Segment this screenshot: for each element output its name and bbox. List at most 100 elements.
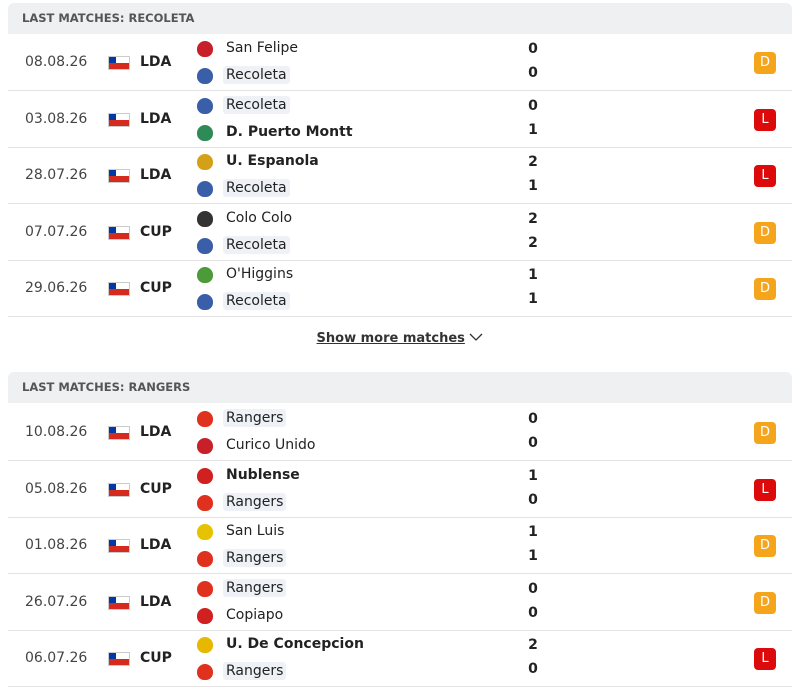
competition: CUP — [140, 223, 172, 240]
match-row[interactable]: 06.07.26 CUP U. De Concepcion 2 Rangers 0 L — [8, 631, 792, 688]
team-name: Rangers — [223, 409, 287, 427]
team-logo — [197, 580, 213, 597]
match-row[interactable]: 03.08.26 LDA Recoleta 0 D. Puerto Montt 1 L — [8, 92, 792, 148]
team-logo — [197, 181, 213, 198]
show-more[interactable]: Show more matches — [0, 331, 800, 346]
competition: CUP — [140, 650, 172, 667]
team-logo — [197, 664, 213, 681]
result-badge: D — [754, 591, 776, 614]
score: 2 — [528, 637, 538, 654]
match-row[interactable]: 05.08.26 CUP Nublense 1 Rangers 0 L — [8, 462, 792, 518]
match-date: 28.07.26 — [25, 167, 88, 184]
result-badge: D — [754, 422, 776, 444]
team-name: San Luis — [226, 523, 285, 540]
score: 1 — [528, 121, 538, 138]
competition: LDA — [140, 537, 172, 554]
match-date: 05.08.26 — [25, 480, 88, 497]
team-logo — [197, 467, 213, 484]
match-row[interactable]: 01.08.26 LDA San Luis 1 Rangers 1 D — [8, 518, 792, 575]
score: 0 — [528, 65, 538, 81]
match-row[interactable]: 26.07.26 LDA Rangers 0 Copiapo 0 D — [8, 575, 792, 631]
match-date: 10.08.26 — [25, 424, 88, 440]
score: 2 — [528, 154, 538, 171]
show-more-link[interactable]: Show more matches — [316, 331, 465, 346]
team-name: San Felipe — [226, 40, 298, 56]
competition: LDA — [140, 54, 172, 70]
team-name: O'Higgins — [226, 266, 294, 283]
team-logo — [197, 607, 213, 624]
team-name: Rangers — [223, 662, 287, 681]
result-badge: D — [754, 52, 776, 74]
team-name: Recoleta — [223, 235, 290, 254]
team-logo — [197, 41, 213, 57]
team-name: D. Puerto Montt — [226, 123, 353, 140]
result-badge: L — [754, 478, 776, 501]
team-logo — [197, 411, 213, 427]
match-date: 03.08.26 — [25, 110, 88, 127]
competition: LDA — [140, 167, 172, 184]
chevron — [469, 333, 483, 341]
team-name: Copiapo — [226, 606, 284, 623]
score: 0 — [528, 435, 538, 451]
team-name: Curico Unido — [226, 437, 316, 453]
score: 0 — [528, 41, 538, 57]
team-logo — [197, 494, 213, 511]
flag — [108, 112, 130, 127]
result-badge: L — [754, 648, 776, 671]
match-row[interactable]: 29.06.26 CUP O'Higgins 1 Recoleta 1 D — [8, 261, 792, 318]
team-name: Recoleta — [223, 292, 290, 311]
flag — [108, 56, 130, 70]
match-row[interactable]: 08.08.26 LDA San Felipe 0 Recoleta 0 D — [8, 35, 792, 91]
team-name: Rangers — [223, 549, 287, 568]
score: 2 — [528, 210, 538, 227]
competition: LDA — [140, 424, 172, 440]
result-badge: D — [754, 221, 776, 244]
result-badge: L — [754, 108, 776, 131]
result-badge: D — [754, 278, 776, 301]
team-name: Recoleta — [223, 95, 290, 114]
score: 1 — [528, 291, 538, 308]
team-name: U. Espanola — [226, 153, 319, 170]
team-name: U. De Concepcion — [226, 636, 364, 653]
team-logo — [197, 294, 213, 311]
team-logo — [197, 124, 213, 141]
team-logo — [197, 267, 213, 284]
result-badge: L — [754, 165, 776, 188]
team-name: Colo Colo — [226, 209, 293, 226]
flag — [108, 539, 130, 554]
match-date: 01.08.26 — [25, 537, 88, 554]
team-logo — [197, 438, 213, 454]
team-logo — [197, 97, 213, 114]
competition: CUP — [140, 280, 172, 297]
score: 1 — [528, 524, 538, 541]
team-logo — [197, 210, 213, 227]
score: 0 — [528, 97, 538, 114]
result-badge: D — [754, 535, 776, 558]
flag — [108, 482, 130, 497]
match-date: 29.06.26 — [25, 280, 88, 297]
flag — [108, 426, 130, 440]
match-row[interactable]: 28.07.26 LDA U. Espanola 2 Recoleta 1 L — [8, 148, 792, 205]
match-date: 06.07.26 — [25, 650, 88, 667]
score: 1 — [528, 467, 538, 484]
score: 2 — [528, 234, 538, 251]
team-name: Recoleta — [223, 179, 290, 198]
flag — [108, 225, 130, 240]
match-row[interactable]: 10.08.26 LDA Rangers 0 Curico Unido 0 D — [8, 405, 792, 461]
score: 1 — [528, 178, 538, 195]
match-row[interactable]: 07.07.26 CUP Colo Colo 2 Recoleta 2 D — [8, 205, 792, 261]
section-header: LAST MATCHES: RANGERS — [8, 372, 792, 403]
team-name: Rangers — [223, 578, 287, 597]
score: 1 — [528, 548, 538, 565]
match-date: 08.08.26 — [25, 54, 88, 70]
match-date: 26.07.26 — [25, 593, 88, 610]
flag — [108, 282, 130, 297]
flag — [108, 595, 130, 610]
team-name: Recoleta — [223, 66, 290, 84]
score: 0 — [528, 604, 538, 621]
team-logo — [197, 551, 213, 568]
team-logo — [197, 524, 213, 541]
match-date: 07.07.26 — [25, 223, 88, 240]
team-logo — [197, 68, 213, 84]
